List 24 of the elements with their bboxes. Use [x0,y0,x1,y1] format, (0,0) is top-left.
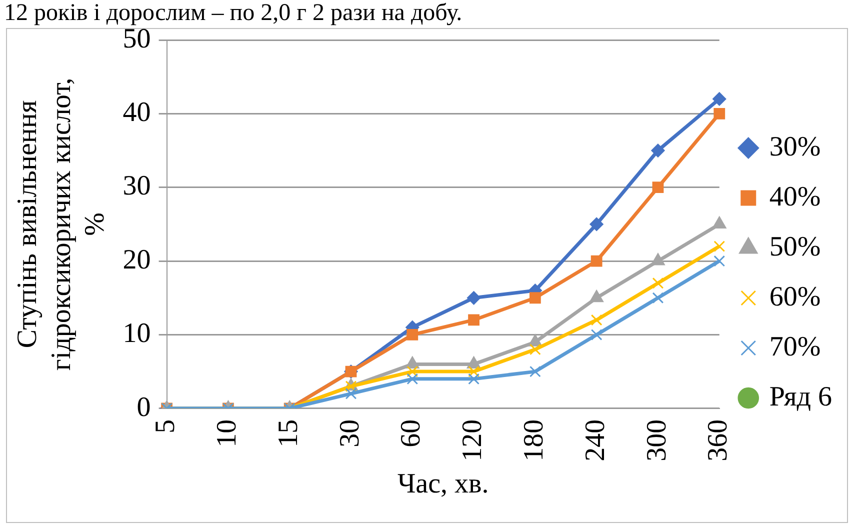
legend-label: 50% [769,231,821,262]
legend-label: 60% [769,281,821,312]
x-axis-title: Час, хв. [397,468,489,500]
x-tick-label: 10 [212,419,243,448]
x-tick-label: 300 [641,419,672,462]
x-tick-label: 15 [272,419,304,448]
x-tick-label: 30 [334,419,366,448]
x-tick-label: 240 [580,419,611,462]
y-tick-label: 40 [122,97,151,128]
x-tick-label: 120 [457,419,488,462]
x-tick-label: 60 [396,419,427,448]
legend-label: 70% [769,331,821,362]
legend-label: 30% [769,131,821,162]
x-tick-label: 5 [150,419,182,434]
legend-label: 40% [769,181,821,212]
x-tick-label: 360 [702,419,734,462]
y-axis-title: Ступінь вивільнення гідроксикоричих кислот, % [12,78,110,371]
y-tick-label: 0 [136,392,151,423]
text: 12 років і дорослим – по 2,0 г 2 рази на добу. [4,0,462,26]
y-tick-label: 30 [122,170,151,202]
y-tick-label: 20 [122,244,151,276]
legend-label: Ряд 6 [769,381,832,412]
y-tick-label: 10 [122,318,151,350]
x-tick-label: 180 [518,419,550,462]
